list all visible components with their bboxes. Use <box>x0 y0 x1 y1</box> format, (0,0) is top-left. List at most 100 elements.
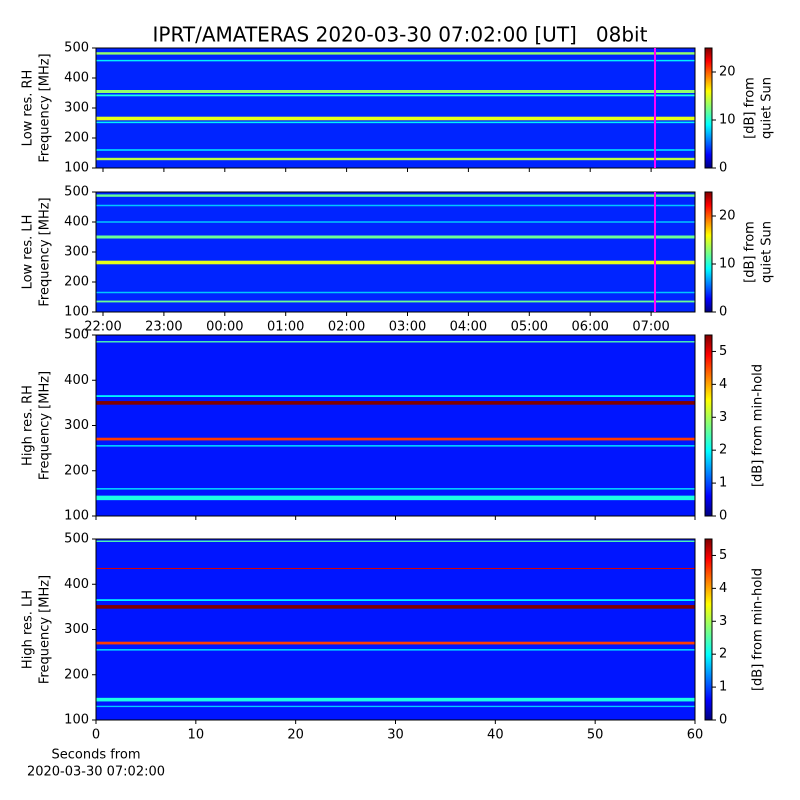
heatmap-background <box>96 539 695 720</box>
colorbar-tick-label: 10 <box>719 257 736 272</box>
colorbar-tick-label: 10 <box>719 113 736 128</box>
y-tick-label: 500 <box>64 41 89 56</box>
heatmap-band <box>96 567 695 569</box>
x-tick-label: 30 <box>387 728 404 743</box>
colorbar-label: [dB] from <box>743 77 758 139</box>
heatmap-band <box>96 59 695 62</box>
heatmap-band <box>96 94 695 97</box>
x-axis-label: 2020-03-30 07:02:00 <box>27 765 165 780</box>
heatmap-band <box>96 260 695 265</box>
x-tick-label: 04:00 <box>450 320 487 335</box>
colorbar-tick-label: 4 <box>719 581 727 596</box>
heatmap-band <box>96 605 695 609</box>
x-tick-label: 10 <box>188 728 205 743</box>
heatmap-band <box>96 445 695 447</box>
y-tick-label: 400 <box>64 215 89 230</box>
colorbar-tick-label: 1 <box>719 680 727 695</box>
heatmap-band <box>96 641 695 645</box>
colorbar <box>704 47 713 169</box>
heatmap-band <box>96 540 695 542</box>
heatmap-background <box>96 192 695 312</box>
x-tick-label: 22:00 <box>84 320 121 335</box>
colorbar <box>704 334 713 517</box>
y-axis-label: Low res. RH <box>21 70 36 147</box>
y-tick-label: 200 <box>64 275 89 290</box>
x-tick-label: 03:00 <box>389 320 426 335</box>
colorbar <box>704 538 713 721</box>
heatmap-band <box>96 149 695 151</box>
x-tick-label: 05:00 <box>511 320 548 335</box>
y-tick-label: 200 <box>64 131 89 146</box>
x-tick-label: 00:00 <box>206 320 243 335</box>
x-tick-label: 07:00 <box>632 320 669 335</box>
heatmap-band <box>96 649 695 651</box>
heatmap-band <box>96 52 695 55</box>
heatmap-band <box>96 300 695 303</box>
heatmap-background <box>96 335 695 516</box>
heatmap-band <box>96 401 695 405</box>
heatmap-band <box>96 221 695 223</box>
colorbar-tick-label: 0 <box>719 509 727 524</box>
x-tick-label: 40 <box>487 728 504 743</box>
heatmap-band <box>96 194 695 197</box>
heatmap-band <box>96 437 695 441</box>
heatmap-band <box>96 341 695 343</box>
colorbar-tick-label: 2 <box>719 443 727 458</box>
heatmap-band <box>96 291 695 294</box>
y-tick-label: 400 <box>64 71 89 86</box>
y-axis-label: High res. LH <box>21 590 36 669</box>
colorbar-label: [dB] from min-hold <box>751 364 766 487</box>
colorbar-tick-label: 5 <box>719 344 727 359</box>
x-tick-label: 02:00 <box>328 320 365 335</box>
heatmap-band <box>96 599 695 601</box>
chart-title: IPRT/AMATERAS 2020-03-30 07:02:00 [UT] 0… <box>153 23 648 47</box>
colorbar-tick-label: 3 <box>719 614 727 629</box>
y-tick-label: 300 <box>64 622 89 637</box>
x-axis-label: Seconds from <box>51 748 140 763</box>
x-tick-label: 01:00 <box>267 320 304 335</box>
y-axis-label: High res. RH <box>21 385 36 466</box>
y-axis-label: Frequency [MHz] <box>38 197 53 306</box>
y-axis-label: Low res. LH <box>21 215 36 290</box>
heatmap-band <box>96 488 695 490</box>
colorbar-label: [dB] from <box>743 221 758 283</box>
y-tick-label: 500 <box>64 185 89 200</box>
heatmap-band <box>96 705 695 708</box>
colorbar-label: [dB] from min-hold <box>751 568 766 691</box>
heatmap-band <box>96 495 695 501</box>
y-tick-label: 500 <box>64 532 89 547</box>
colorbar-tick-label: 0 <box>719 713 727 728</box>
x-tick-label: 50 <box>587 728 604 743</box>
heatmap-band <box>96 204 695 207</box>
heatmap-band <box>96 697 695 702</box>
y-tick-label: 100 <box>64 509 89 524</box>
y-tick-label: 100 <box>64 305 89 320</box>
heatmap-background <box>96 48 695 168</box>
y-axis-label: Frequency [MHz] <box>38 371 53 480</box>
y-axis-label: Frequency [MHz] <box>38 575 53 684</box>
colorbar-tick-label: 5 <box>719 548 727 563</box>
y-tick-label: 100 <box>64 713 89 728</box>
colorbar <box>704 191 713 313</box>
y-tick-label: 500 <box>64 328 89 343</box>
x-tick-label: 0 <box>92 728 100 743</box>
heatmap-band <box>96 235 695 239</box>
colorbar-label: quiet Sun <box>760 77 775 139</box>
colorbar-tick-label: 0 <box>719 305 727 320</box>
heatmap-band <box>96 395 695 397</box>
x-tick-label: 23:00 <box>145 320 182 335</box>
y-tick-label: 300 <box>64 245 89 260</box>
colorbar-tick-label: 20 <box>719 65 736 80</box>
colorbar-tick-label: 1 <box>719 476 727 491</box>
colorbar-label: quiet Sun <box>760 221 775 283</box>
x-tick-label: 06:00 <box>571 320 608 335</box>
colorbar-tick-label: 3 <box>719 410 727 425</box>
colorbar-tick-label: 0 <box>719 161 727 176</box>
colorbar-tick-label: 20 <box>719 209 736 224</box>
y-tick-label: 400 <box>64 373 89 388</box>
x-tick-label: 60 <box>687 728 704 743</box>
y-tick-label: 200 <box>64 463 89 478</box>
heatmap-band <box>96 121 695 124</box>
colorbar-tick-label: 2 <box>719 647 727 662</box>
